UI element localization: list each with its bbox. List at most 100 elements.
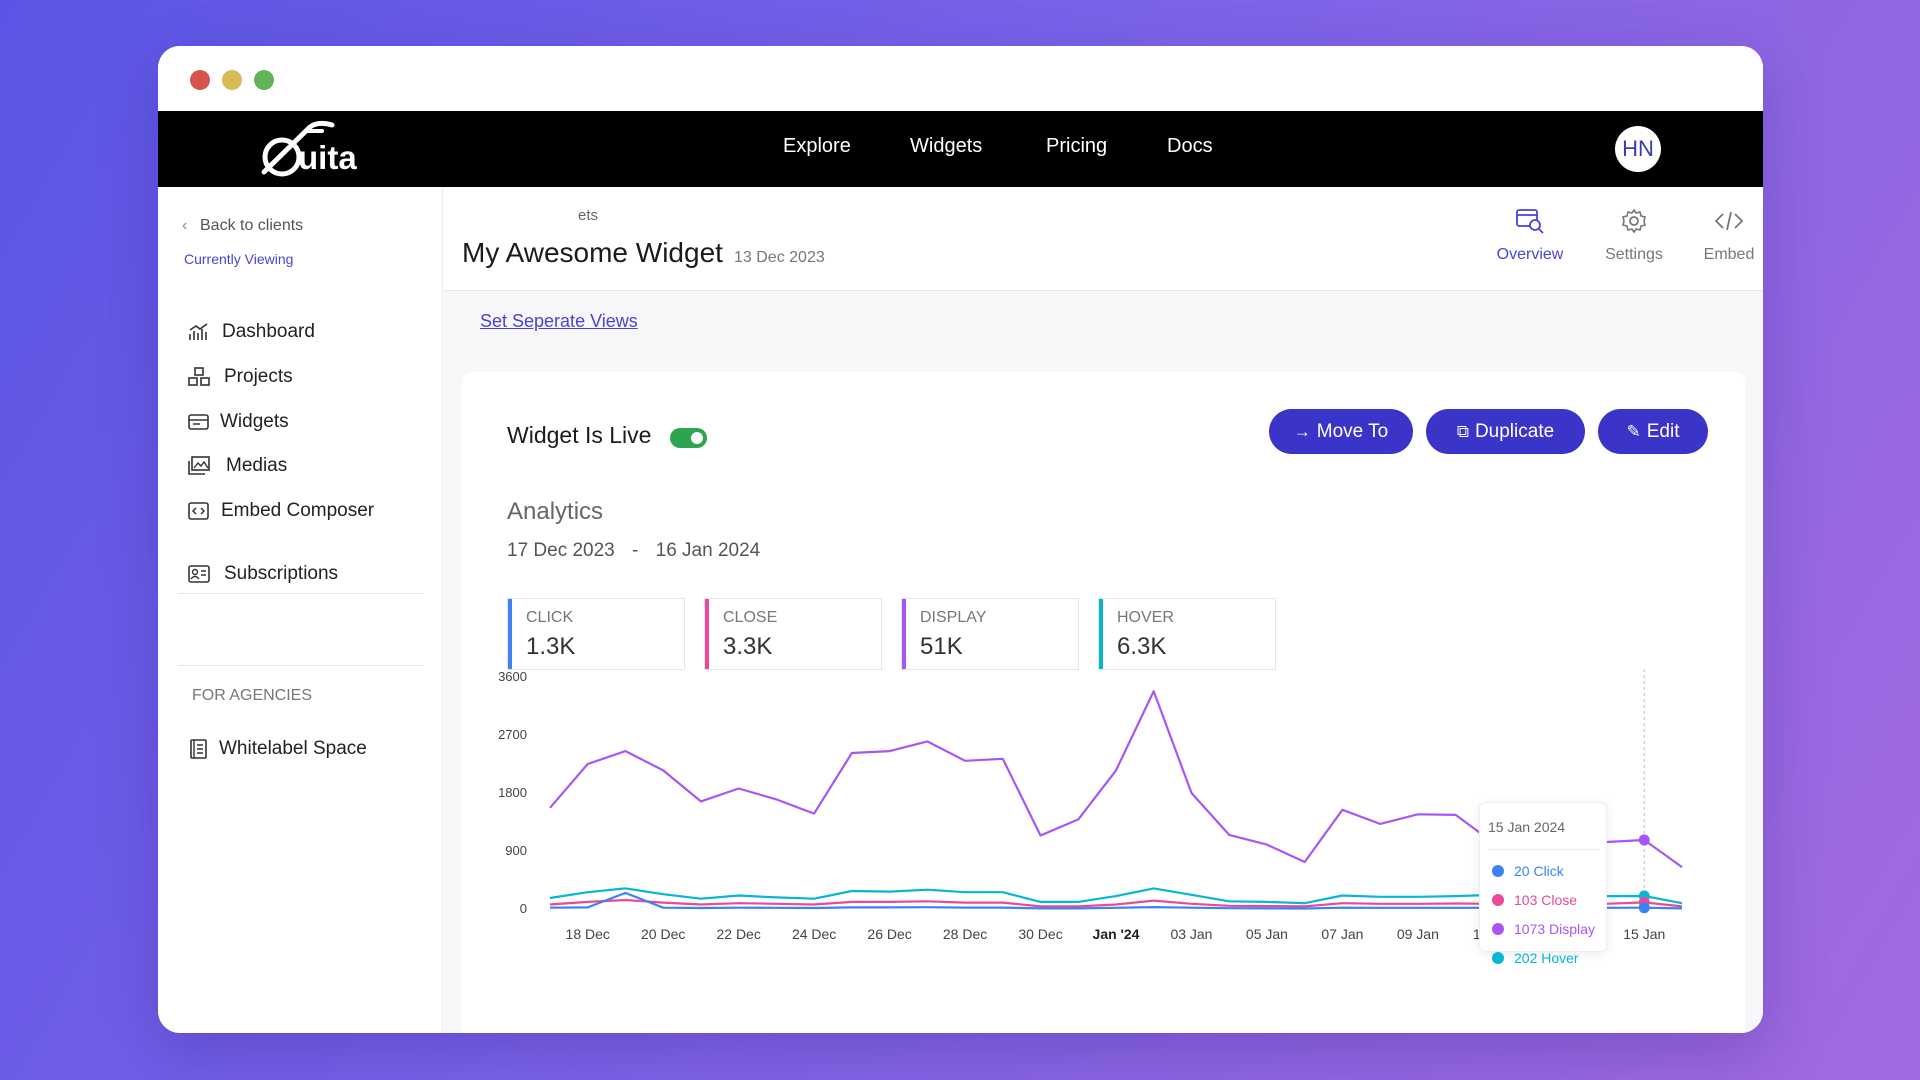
breadcrumb[interactable]: ets [578, 207, 599, 224]
tab-embed[interactable]: Embed [1694, 207, 1763, 264]
maximize-window-button[interactable] [254, 70, 274, 90]
x-tick-label: 15 Jan [1623, 926, 1665, 942]
widget-live-label: Widget Is Live [507, 422, 652, 448]
x-tick-label: 22 Dec [716, 926, 760, 942]
logo-icon[interactable] [260, 117, 370, 181]
range-start: 17 Dec 2023 [507, 540, 615, 561]
edit-button[interactable]: ✎ Edit [1598, 409, 1708, 454]
embed-composer-icon [188, 502, 209, 520]
gear-icon [1622, 208, 1646, 234]
widgets-icon [188, 414, 209, 430]
date-range[interactable]: 17 Dec 2023 - 16 Jan 2024 [507, 540, 772, 562]
sidebar-item-label: Dashboard [222, 321, 315, 342]
user-avatar[interactable]: HN [1615, 126, 1661, 172]
nav-pricing[interactable]: Pricing [1046, 135, 1108, 157]
logo-text: uita [298, 139, 357, 176]
chart-tooltip: 15 Jan 2024 20 Click 103 Close 1073 Displa… [1479, 802, 1607, 966]
stat-label: CLICK [526, 609, 574, 626]
tab-label: Overview [1496, 246, 1564, 263]
tooltip-divider [1488, 849, 1600, 850]
nav-explore[interactable]: Explore [783, 135, 851, 157]
sidebar-divider [178, 593, 423, 594]
nav-docs[interactable]: Docs [1167, 135, 1213, 157]
x-tick-label: 20 Dec [641, 926, 685, 942]
sidebar-item-label: Whitelabel Space [219, 738, 367, 759]
back-label: Back to clients [200, 217, 304, 234]
y-tick-label: 0 [520, 901, 527, 916]
stat-value: 1.3K [526, 633, 576, 660]
whitelabel-icon [190, 739, 207, 759]
stat-card-click: CLICK 1.3K [507, 598, 685, 670]
close-window-button[interactable] [190, 70, 210, 90]
sidebar-item-dashboard[interactable]: Dashboard [188, 319, 388, 347]
y-tick-label: 2700 [498, 727, 527, 742]
duplicate-button[interactable]: ⧉ Duplicate [1426, 409, 1585, 454]
sidebar-item-embed-composer[interactable]: Embed Composer [188, 498, 408, 526]
stat-label: CLOSE [723, 609, 778, 626]
projects-icon [188, 367, 210, 386]
sidebar-item-whitelabel-space[interactable]: Whitelabel Space [188, 736, 408, 764]
dashboard-icon [189, 323, 208, 340]
sidebar-item-widgets[interactable]: Widgets [188, 409, 388, 437]
sidebar-item-label: Projects [224, 366, 293, 387]
currently-viewing-label[interactable]: Currently Viewing [184, 251, 294, 267]
sidebar: ‹ Back to clients Currently Viewing Dashb… [158, 187, 443, 1033]
move-to-button[interactable]: → Move To [1269, 409, 1413, 454]
tab-label: Settings [1605, 246, 1663, 263]
tab-overview[interactable]: Overview [1495, 207, 1565, 264]
minimize-window-button[interactable] [222, 70, 242, 90]
y-tick-label: 900 [505, 843, 527, 858]
tooltip-entry-text: 20 Click [1514, 863, 1564, 879]
x-tick-label: 09 Jan [1397, 926, 1439, 942]
sidebar-item-label: Subscriptions [224, 563, 339, 584]
move-to-label: Move To [1316, 421, 1389, 442]
page-date: 13 Dec 2023 [734, 249, 825, 266]
stat-label: DISPLAY [920, 609, 987, 626]
tab-settings[interactable]: Settings [1599, 207, 1669, 264]
widget-live-toggle[interactable] [670, 428, 707, 448]
tooltip-entry: 103 Close [1492, 892, 1577, 908]
stat-value: 6.3K [1117, 633, 1167, 660]
tooltip-entry: 1073 Display [1492, 921, 1595, 937]
copy-icon: ⧉ [1456, 422, 1469, 441]
legend-dot [1492, 952, 1504, 964]
x-tick-label: 28 Dec [943, 926, 987, 942]
sidebar-item-subscriptions[interactable]: Subscriptions [188, 561, 388, 589]
stat-accent [902, 599, 906, 669]
sidebar-item-label: Embed Composer [221, 500, 375, 521]
tooltip-date: 15 Jan 2024 [1488, 819, 1566, 835]
legend-dot [1492, 894, 1504, 906]
stat-value: 3.3K [723, 633, 773, 660]
legend-dot [1492, 923, 1504, 935]
x-tick-label: 30 Dec [1018, 926, 1062, 942]
tab-label: Embed [1703, 246, 1755, 263]
x-tick-label: 05 Jan [1246, 926, 1288, 942]
tooltip-entry-text: 202 Hover [1514, 950, 1579, 966]
y-tick-label: 3600 [498, 669, 527, 684]
stat-card-display: DISPLAY 51K [901, 598, 1079, 670]
stat-value: 51K [920, 633, 963, 660]
app-window: uita Explore Widgets Pricing Docs HN ‹ Ba… [158, 46, 1763, 1033]
stat-accent [705, 599, 709, 669]
range-end: 16 Jan 2024 [655, 540, 761, 561]
range-separator: - [632, 540, 639, 561]
tooltip-entry-text: 103 Close [1514, 892, 1578, 908]
nav-widgets[interactable]: Widgets [910, 135, 983, 157]
overview-icon [1516, 209, 1544, 234]
widget-card: Widget Is Live → Move To ⧉ Duplicate ✎ Edit… [462, 372, 1745, 1033]
page-title: My Awesome Widget [462, 237, 723, 268]
sidebar-item-medias[interactable]: Medias [188, 453, 388, 481]
back-to-clients-link[interactable]: ‹ Back to clients [182, 217, 303, 235]
sidebar-item-projects[interactable]: Projects [188, 364, 388, 392]
y-tick-label: 1800 [498, 785, 527, 800]
medias-icon [188, 456, 210, 475]
duplicate-label: Duplicate [1474, 421, 1555, 442]
set-separate-views-link[interactable]: Set Seperate Views [480, 311, 638, 331]
hover-point-display [1638, 834, 1650, 846]
edit-label: Edit [1646, 421, 1680, 442]
top-navigation: uita Explore Widgets Pricing Docs HN [158, 111, 1763, 187]
sidebar-item-label: Medias [226, 455, 288, 476]
x-tick-label: Jan '24 [1093, 926, 1140, 942]
arrow-right-icon: → [1293, 422, 1311, 441]
x-tick-label: 07 Jan [1321, 926, 1363, 942]
